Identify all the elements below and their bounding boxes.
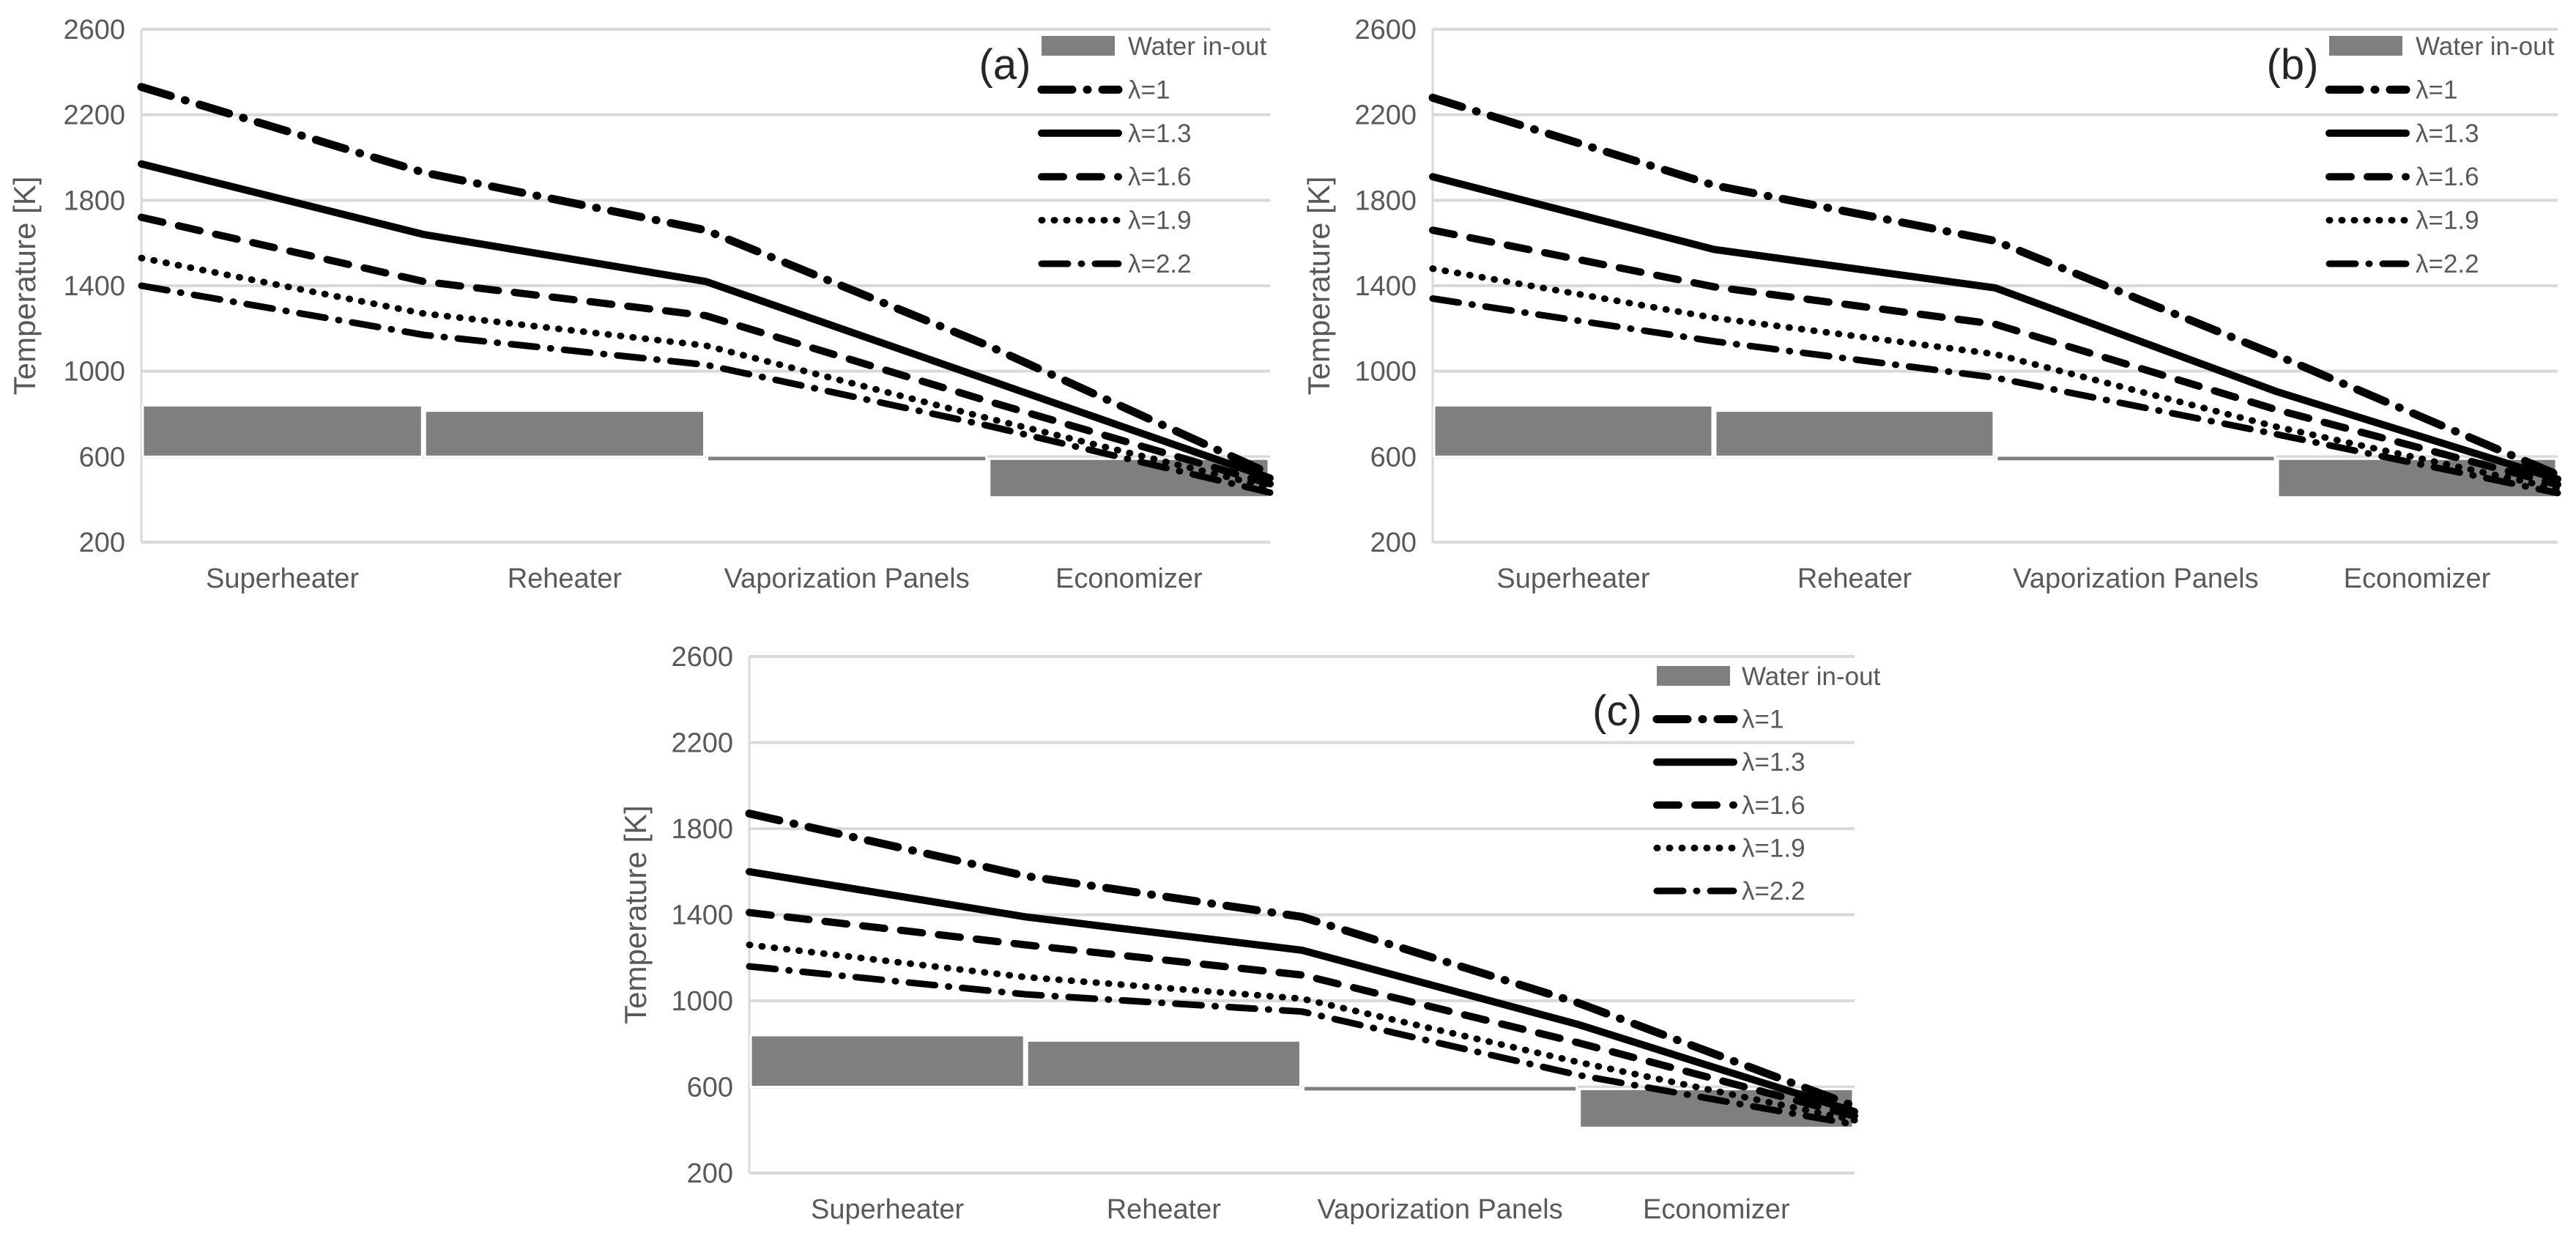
legend-label: λ=1.3 [1128, 119, 1192, 148]
series-line-λ=1.9 [1429, 265, 2561, 492]
y-tick-label: 200 [687, 1158, 733, 1189]
legend-swatch-water-in-out [2329, 36, 2402, 56]
legend-label: λ=1.6 [2416, 163, 2479, 191]
series-line-λ=1.6 [1429, 226, 2561, 489]
legend-label: λ=1.6 [1742, 791, 1805, 820]
y-tick-label: 1000 [1354, 357, 1417, 388]
series-line-λ=1 [1428, 93, 2562, 479]
y-tick-label: 2600 [671, 642, 733, 673]
water-in-out-bar [1995, 454, 2276, 463]
y-tick-label: 1800 [63, 185, 125, 216]
series-line-λ=1.9 [746, 941, 1858, 1124]
series-line-λ=1.9 [138, 254, 1274, 491]
series-line-λ=1.6 [138, 213, 1274, 488]
series-line-λ=2.2 [746, 963, 1858, 1128]
x-category-label: Superheater [1496, 563, 1649, 594]
water-in-out-bar [988, 457, 1270, 499]
series-line-λ=1.3 [746, 867, 1858, 1116]
x-category-label: Economizer [1643, 1194, 1790, 1225]
legend-label: Water in-out [1128, 32, 1267, 61]
legend-label: λ=1.9 [1742, 834, 1805, 862]
y-tick-label: 200 [79, 528, 125, 558]
y-axis-title: Temperature [K] [7, 177, 42, 396]
legend-label: λ=2.2 [1128, 250, 1192, 278]
series-line-λ=1 [137, 83, 1274, 478]
legend-label: λ=2.2 [2416, 250, 2479, 278]
legend-label: λ=1.6 [1128, 163, 1192, 191]
y-axis-title: Temperature [K] [623, 805, 653, 1024]
y-tick-label: 200 [1370, 528, 1417, 558]
y-tick-label: 600 [687, 1073, 733, 1103]
x-category-label: Reheater [1797, 563, 1912, 594]
water-in-out-bar [749, 1034, 1025, 1088]
panel-label: (c) [1592, 687, 1642, 735]
x-category-label: Vaporization Panels [2013, 563, 2258, 594]
water-in-out-bar [1433, 404, 1714, 458]
y-tick-label: 600 [1370, 442, 1417, 473]
y-tick-label: 1800 [1354, 185, 1417, 216]
x-category-label: Superheater [206, 563, 359, 594]
legend-label: Water in-out [2416, 32, 2555, 61]
y-tick-label: 600 [79, 442, 125, 473]
legend-swatch-water-in-out [1657, 666, 1730, 686]
legend-label: λ=1 [1742, 706, 1783, 734]
y-tick-label: 2200 [1354, 100, 1417, 131]
legend-label: λ=1.3 [2416, 119, 2479, 148]
y-tick-label: 1400 [671, 900, 733, 931]
y-tick-label: 2600 [63, 15, 125, 45]
x-category-label: Vaporization Panels [724, 563, 970, 594]
y-tick-label: 2200 [671, 728, 733, 759]
y-tick-label: 2200 [63, 100, 125, 131]
x-category-label: Reheater [1107, 1194, 1222, 1225]
chart-panel-b: 2600 2200 1800 1400 1000 600 200 Superheater Reh… [1302, 15, 2562, 594]
water-in-out-bar [423, 410, 705, 458]
legend-swatch-water-in-out [1042, 36, 1115, 56]
legend-label: λ=1 [2416, 75, 2457, 104]
legend-label: λ=1.9 [2416, 207, 2479, 235]
y-tick-label: 1400 [63, 271, 125, 302]
series-line-λ=1.3 [138, 160, 1274, 482]
water-in-out-bar [1025, 1039, 1302, 1088]
y-tick-label: 1000 [63, 357, 125, 388]
y-tick-label: 2600 [1354, 15, 1417, 45]
series-line-λ=2.2 [1429, 295, 2561, 497]
x-category-label: Reheater [508, 563, 623, 594]
water-in-out-bar [706, 454, 988, 463]
water-in-out-bar [141, 404, 423, 458]
series-line-λ=1.6 [746, 909, 1858, 1120]
y-tick-label: 1800 [671, 814, 733, 845]
x-category-label: Economizer [2344, 563, 2491, 594]
x-category-label: Economizer [1055, 563, 1203, 594]
y-tick-label: 1400 [1354, 271, 1417, 302]
chart-panel-a: 2600 2200 1800 1400 1000 600 200 Superheater Reh… [7, 15, 1274, 594]
panel-label: (a) [979, 41, 1031, 89]
x-category-label: Superheater [811, 1194, 964, 1225]
y-tick-label: 1000 [671, 986, 733, 1017]
water-in-out-bar [1714, 410, 1995, 458]
legend-label: λ=1 [1128, 75, 1170, 104]
water-in-out-bar [1302, 1084, 1578, 1093]
legend-label: Water in-out [1742, 662, 1881, 691]
series-line-λ=1.3 [1429, 173, 2561, 483]
series-line-λ=1 [745, 809, 1859, 1111]
panel-label: (b) [2267, 41, 2319, 89]
legend-label: λ=2.2 [1742, 877, 1805, 906]
chart-panel-c: 2600 2200 1800 1400 1000 600 200 Superheater Reh… [623, 642, 1881, 1225]
x-category-label: Vaporization Panels [1318, 1194, 1563, 1225]
y-axis-title: Temperature [K] [1302, 177, 1336, 396]
legend-label: λ=1.9 [1128, 207, 1192, 235]
legend-label: λ=1.3 [1742, 748, 1805, 777]
